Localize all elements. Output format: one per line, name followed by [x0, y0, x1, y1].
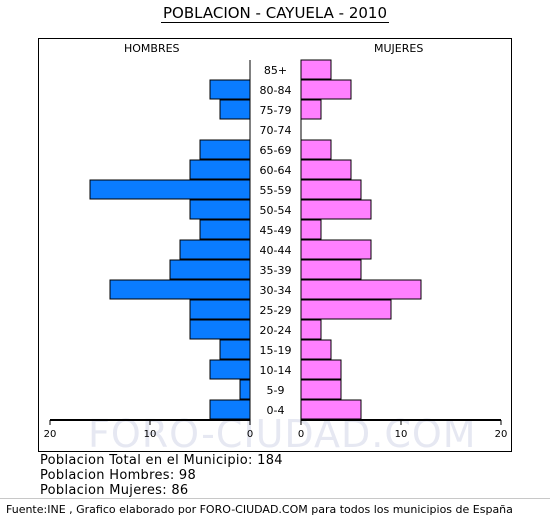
bar-mujeres-60-64 [300, 159, 352, 180]
age-label-15-19: 15-19 [260, 344, 292, 357]
tick-label-mujeres-20: 20 [495, 429, 508, 440]
age-label-20-24: 20-24 [260, 324, 292, 337]
age-label-10-14: 10-14 [260, 364, 292, 377]
age-label-30-34: 30-34 [260, 284, 292, 297]
pyramid-chart: 85+ 80-84 75-79 70-74 65-69 60-64 55-59 50-54 45… [44, 59, 508, 440]
age-label-80-84: 80-84 [260, 84, 292, 97]
bar-mujeres-40-44 [300, 239, 372, 260]
age-label-0-4: 0-4 [267, 404, 285, 417]
age-label-70-74: 70-74 [260, 124, 292, 137]
bar-hombres-65-69 [199, 139, 251, 160]
bar-mujeres-45-49 [300, 219, 322, 240]
stat-mujeres: Poblacion Mujeres: 86 [40, 483, 189, 498]
bar-hombres-25-29 [189, 299, 251, 320]
stat-hombres: Poblacion Hombres: 98 [40, 468, 197, 483]
bar-hombres-30-34 [109, 279, 251, 300]
legend-mujeres: MUJERES [374, 42, 424, 55]
tick-label-hombres-0: 0 [247, 429, 253, 440]
bar-mujeres-5-9 [300, 379, 342, 400]
bar-hombres-35-39 [169, 259, 251, 280]
legend-hombres: HOMBRES [124, 42, 180, 55]
age-label-65-69: 65-69 [260, 144, 292, 157]
bar-mujeres-0-4 [300, 399, 362, 420]
footer-source: Fuente:INE , Grafico elaborado por FORO-… [6, 503, 513, 516]
bar-hombres-75-79 [219, 99, 251, 120]
age-label-25-29: 25-29 [260, 304, 292, 317]
stat-total: Poblacion Total en el Municipio: 184 [40, 453, 283, 468]
tick-label-hombres-10: 10 [144, 429, 157, 440]
age-label-35-39: 35-39 [260, 264, 292, 277]
age-label-40-44: 40-44 [260, 244, 292, 257]
bar-hombres-80-84 [209, 79, 251, 100]
age-label-60-64: 60-64 [260, 164, 292, 177]
tick-label-mujeres-10: 10 [395, 429, 408, 440]
age-label-55-59: 55-59 [260, 184, 292, 197]
bar-mujeres-80-84 [300, 79, 352, 100]
bar-mujeres-25-29 [300, 299, 392, 320]
bar-mujeres-55-59 [300, 179, 362, 200]
age-label-85+: 85+ [264, 64, 287, 77]
chart-frame [38, 38, 512, 452]
bar-mujeres-15-19 [300, 339, 332, 360]
bar-mujeres-50-54 [300, 199, 372, 220]
chart-title: POBLACION - CAYUELA - 2010 [161, 4, 389, 23]
bar-hombres-20-24 [189, 319, 251, 340]
bar-hombres-15-19 [219, 339, 251, 360]
bar-hombres-60-64 [189, 159, 251, 180]
age-label-45-49: 45-49 [260, 224, 292, 237]
age-label-75-79: 75-79 [260, 104, 292, 117]
footer-divider [0, 498, 550, 499]
bar-hombres-0-4 [209, 399, 251, 420]
bar-mujeres-75-79 [300, 99, 322, 120]
bar-hombres-50-54 [189, 199, 251, 220]
bar-mujeres-20-24 [300, 319, 322, 340]
bar-mujeres-65-69 [300, 139, 332, 160]
tick-label-mujeres-0: 0 [298, 429, 304, 440]
bar-hombres-45-49 [199, 219, 251, 240]
age-label-5-9: 5-9 [267, 384, 285, 397]
bar-mujeres-85+ [300, 59, 332, 80]
bar-mujeres-35-39 [300, 259, 362, 280]
bar-hombres-40-44 [179, 239, 251, 260]
bar-mujeres-10-14 [300, 359, 342, 380]
bar-hombres-5-9 [239, 379, 251, 400]
bar-hombres-55-59 [89, 179, 251, 200]
bar-mujeres-30-34 [300, 279, 422, 300]
tick-label-hombres-20: 20 [44, 429, 57, 440]
bar-hombres-10-14 [209, 359, 251, 380]
age-label-50-54: 50-54 [260, 204, 292, 217]
